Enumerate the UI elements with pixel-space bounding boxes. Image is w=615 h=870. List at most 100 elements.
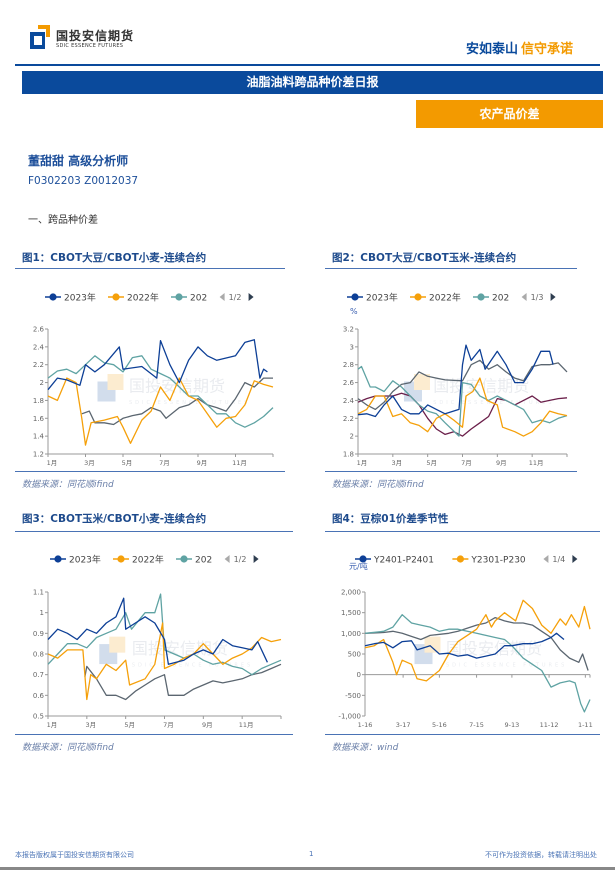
chart-title: 图1：CBOT大豆/CBOT小麦-连续合约 [22, 252, 207, 264]
series-line-0 [357, 344, 554, 418]
legend-marker-icon [49, 293, 57, 301]
legend-label: 2023年 [64, 292, 96, 304]
y-tick-label: 2.4 [343, 397, 355, 405]
x-tick-label: 7-15 [469, 721, 484, 729]
source-divider [15, 471, 285, 472]
legend-item[interactable]: 2023年 [45, 292, 96, 304]
series-line-3 [84, 663, 282, 701]
y-tick-label: 1,000 [341, 630, 361, 638]
y-tick-label: 2 [40, 379, 44, 387]
y-tick-label: 1,500 [341, 609, 361, 617]
report-title-banner: 油脂油料跨品种价差日报 [22, 71, 603, 94]
y-tick-label: 2.2 [33, 361, 44, 369]
y-tick-label: 500 [348, 651, 361, 659]
legend-item[interactable]: 2023年 [50, 554, 101, 566]
legend-pager: 1/3 [531, 293, 544, 302]
y-tick-label: 3 [350, 343, 354, 351]
y-tick-label: 3.2 [343, 326, 354, 334]
chart-svg: 国投安信期货 SDIC ESSENCE FUTURES 1.2 1.4 1.6 1.8 2 2… [33, 292, 274, 467]
watermark-subtext: SDIC ESSENCE FUTURES [446, 662, 567, 668]
x-tick-label: 9月 [202, 721, 213, 729]
x-tick-label: 9月 [197, 459, 208, 467]
series-line-1 [47, 622, 282, 701]
analyst-ids: F0302203 Z0012037 [28, 175, 139, 187]
legend-item[interactable]: 202 [473, 293, 509, 304]
y-tick-label: 2.8 [343, 361, 354, 369]
x-tick-label: 5-16 [432, 721, 447, 729]
title-divider [325, 531, 600, 532]
legend-marker-icon [351, 293, 359, 301]
legend-marker-icon [117, 555, 125, 563]
y-tick-label: 0.6 [33, 692, 45, 700]
series-line-2 [47, 593, 282, 676]
legend-label: 2022年 [429, 292, 461, 304]
chart-panel-4: 图4：豆棕01价差季节性 数据来源：wind 国投安信期货 SDIC ESSENCE … [325, 509, 600, 759]
legend-pager: 1/4 [552, 555, 565, 564]
series-line-1 [357, 377, 568, 437]
legend-label: Y2401-P2401 [373, 556, 434, 566]
title-divider [15, 531, 293, 532]
x-tick-label: 7月 [461, 459, 472, 467]
y-axis-unit: % [350, 307, 358, 316]
section-title: 一、跨品种价差 [28, 215, 98, 226]
legend-label: 202 [492, 294, 509, 304]
title-divider [325, 268, 577, 269]
y-tick-label: 1.8 [33, 397, 44, 405]
source-divider [15, 734, 293, 735]
source-divider [325, 471, 577, 472]
legend-pager: 1/2 [234, 555, 247, 564]
legend-item[interactable]: 202 [176, 555, 212, 566]
legend-item[interactable]: Y2301-P230 [452, 555, 526, 566]
footer-disclaimer: 不可作为投资依据，转载请注明出处 [485, 851, 597, 859]
series-line-2 [364, 614, 591, 713]
series-line-0 [364, 632, 565, 659]
y-tick-label: 0.5 [33, 713, 44, 721]
series-line-3 [364, 616, 589, 671]
legend-item[interactable]: 2022年 [108, 292, 159, 304]
series-line-0 [47, 597, 268, 665]
legend-next-icon[interactable] [550, 293, 556, 301]
legend-item[interactable]: Y2401-P2401 [355, 555, 434, 566]
legend-label: 202 [195, 556, 212, 566]
y-tick-label: 0.7 [33, 671, 44, 679]
x-tick-label: 11月 [239, 721, 254, 729]
legend-prev-icon[interactable] [543, 555, 549, 563]
legend-marker-icon [477, 293, 485, 301]
footer-divider [0, 867, 615, 870]
y-tick-label: 1.1 [33, 589, 44, 597]
y-tick-label: 2.2 [343, 415, 354, 423]
legend-label: 2022年 [132, 554, 164, 566]
x-tick-label: 11月 [529, 459, 544, 467]
watermark-subtext: SDIC ESSENCE FUTURES [132, 662, 253, 668]
legend-label: 2023年 [69, 554, 101, 566]
legend-next-icon[interactable] [253, 555, 259, 563]
y-tick-label: 2.4 [33, 343, 45, 351]
logo-text: 国投安信期货 [56, 29, 135, 43]
legend-next-icon[interactable] [572, 555, 578, 563]
y-tick-label: 1.2 [33, 451, 44, 459]
x-tick-label: 9月 [496, 459, 507, 467]
legend-next-icon[interactable] [248, 293, 254, 301]
footer-copyright: 本报告版权属于国投安信期货有限公司 [15, 851, 134, 859]
y-tick-label: -500 [345, 692, 361, 700]
legend-item[interactable]: 2022年 [113, 554, 164, 566]
legend-prev-icon[interactable] [224, 555, 230, 563]
legend-item[interactable]: 202 [171, 293, 207, 304]
legend-prev-icon[interactable] [521, 293, 527, 301]
y-tick-label: 1.8 [343, 451, 354, 459]
source-divider [325, 734, 600, 735]
chart-source: 数据来源：同花顺ifind [22, 480, 114, 490]
series-line-1 [364, 599, 591, 682]
legend-label: 2023年 [366, 292, 398, 304]
analyst-name: 董甜甜 高级分析师 [28, 154, 129, 168]
legend-marker-icon [414, 293, 422, 301]
x-tick-label: 3月 [84, 459, 95, 467]
legend-item[interactable]: 2022年 [410, 292, 461, 304]
y-tick-label: 1.4 [33, 433, 45, 441]
legend-item[interactable]: 2023年 [347, 292, 398, 304]
watermark-subtext: SDIC ESSENCE FUTURES [129, 400, 250, 406]
legend-prev-icon[interactable] [219, 293, 225, 301]
legend-marker-icon [456, 555, 464, 563]
series-line-1 [47, 377, 274, 446]
